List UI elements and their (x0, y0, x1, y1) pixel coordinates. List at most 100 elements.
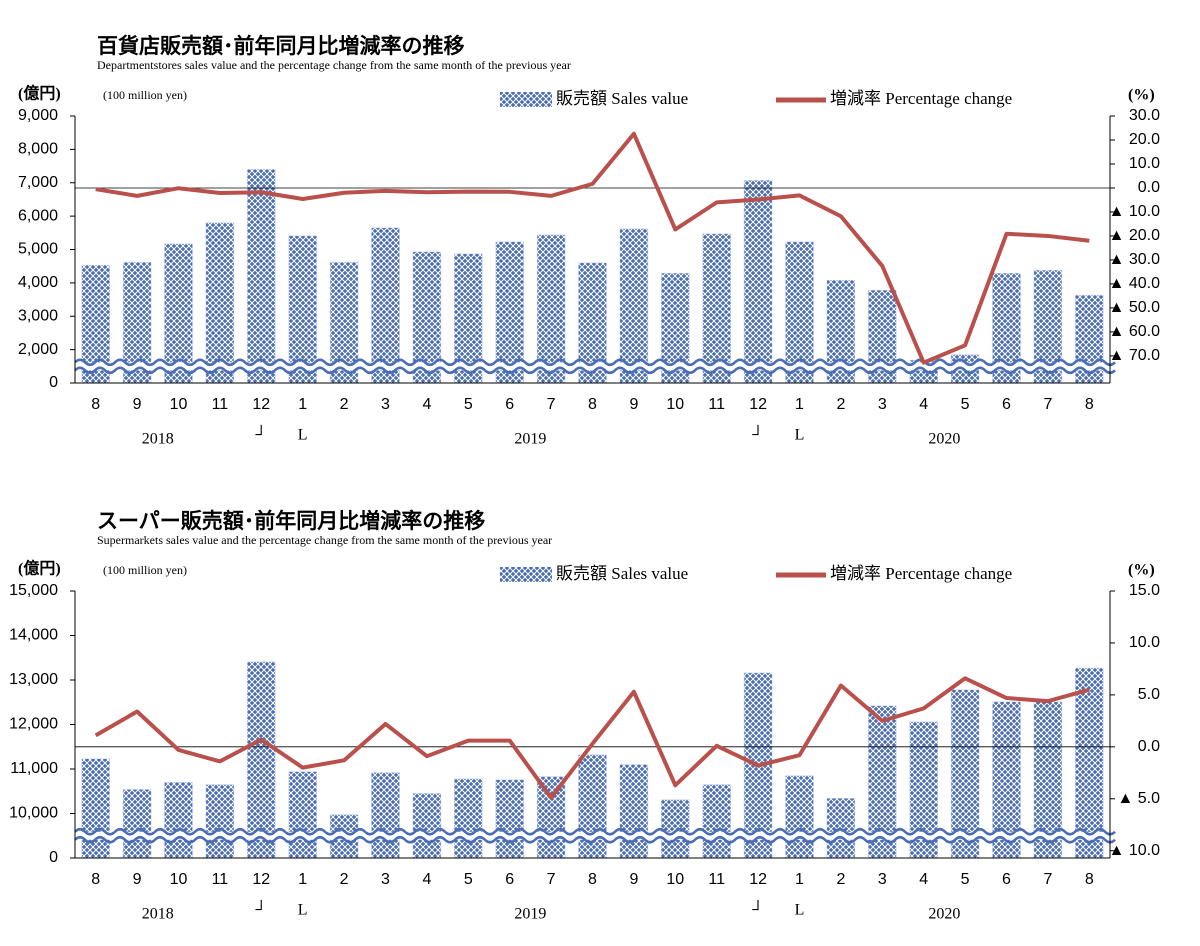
bar (495, 779, 524, 859)
x-tick-label: 1 (298, 396, 307, 413)
chart-title: スーパー販売額･前年同月比増減率の推移 (97, 509, 485, 533)
x-tick-label: 8 (588, 396, 597, 413)
x-tick-label: 3 (878, 396, 887, 413)
x-tick-label: 10 (666, 871, 684, 888)
y2-tick-label: 20.0 (1129, 131, 1160, 148)
y2-tick-label: 15.0 (1129, 582, 1160, 599)
x-tick-label: 10 (170, 396, 188, 413)
legend-label: 増減率 Percentage change (830, 89, 1012, 108)
x-tick-label: 11 (708, 396, 725, 413)
y2-tick-label: ▲ 60.0 (1109, 323, 1161, 340)
bar (536, 234, 566, 384)
bar (702, 233, 731, 384)
bar (205, 784, 235, 859)
x-tick-label: 1 (795, 396, 804, 413)
chart-subtitle: Departmentstores sales value and the per… (97, 58, 571, 72)
x-tick-label: 12 (252, 396, 270, 413)
x-tick-label: 9 (629, 396, 638, 413)
bar (619, 764, 649, 859)
x-tick-label: 11 (212, 871, 229, 888)
x-tick-label: 8 (1085, 871, 1094, 888)
x-tick-label: 5 (464, 871, 473, 888)
bar (205, 222, 235, 384)
chart-subtitle: Supermarkets sales value and the percent… (97, 533, 552, 547)
x-tick-label: 2 (340, 871, 349, 888)
y2-tick-label: ▲ 30.0 (1109, 251, 1161, 268)
legend-label: 販売額 Sales value (556, 89, 688, 108)
x-tick-label: 9 (133, 396, 142, 413)
y-tick-label: 13,000 (9, 671, 58, 688)
year-separator: ┘ (255, 900, 267, 919)
legend-swatch (500, 92, 552, 107)
y2-axis-label: (%) (1128, 562, 1155, 579)
bar (412, 793, 442, 859)
x-tick-label: 7 (547, 871, 556, 888)
y2-tick-label: ▲ 70.0 (1109, 347, 1161, 364)
y-axis-label: (億円) (18, 559, 61, 578)
x-tick-label: 6 (1002, 871, 1011, 888)
bar (371, 772, 400, 859)
y2-axis-label: (%) (1128, 87, 1155, 104)
bar (1075, 667, 1104, 859)
x-tick-label: 8 (588, 871, 597, 888)
line (94, 676, 1090, 800)
bar (288, 771, 317, 859)
bar (785, 241, 814, 384)
line (95, 131, 1090, 365)
x-tick-label: 8 (91, 396, 100, 413)
y-tick-label: 7,000 (18, 174, 58, 191)
y-tick-label: 0 (49, 849, 58, 866)
axis-break-fill (75, 362, 1110, 371)
y2-tick-label: ▲ 5.0 (1117, 790, 1160, 807)
year-separator: ┘ (751, 900, 763, 919)
y-tick-label: 12,000 (9, 716, 58, 733)
year-label: 2020 (928, 906, 960, 923)
x-tick-label: 8 (91, 871, 100, 888)
x-tick-label: 9 (133, 871, 142, 888)
legend-label: 増減率 Percentage change (830, 564, 1012, 583)
axis-break-wave (74, 836, 1116, 844)
bar (164, 243, 193, 384)
y-tick-label: 11,000 (10, 760, 58, 777)
x-tick-label: 7 (547, 396, 556, 413)
x-tick-label: 12 (749, 871, 767, 888)
x-tick-label: 12 (749, 396, 767, 413)
x-tick-label: 1 (298, 871, 307, 888)
bar (495, 241, 524, 384)
y-axis-label: (億円) (18, 84, 61, 103)
x-tick-label: 4 (422, 396, 431, 413)
x-tick-label: 10 (170, 871, 188, 888)
year-label: 2019 (514, 906, 546, 923)
y-tick-label: 14,000 (9, 627, 58, 644)
bar (536, 776, 566, 859)
bar (247, 661, 276, 859)
legend-label: 販売額 Sales value (556, 564, 688, 583)
axis-break-wave (74, 358, 1116, 367)
year-label: 2018 (142, 906, 174, 923)
bar (164, 782, 193, 859)
year-separator: L (298, 427, 308, 444)
year-separator: L (298, 902, 308, 919)
x-tick-label: 6 (505, 396, 514, 413)
y2-tick-label: ▲ 20.0 (1109, 227, 1161, 244)
y2-tick-label: ▲ 40.0 (1109, 275, 1161, 292)
x-tick-label: 5 (961, 396, 970, 413)
x-tick-label: 2 (836, 396, 845, 413)
y-tick-label: 9,000 (18, 107, 58, 124)
x-tick-label: 7 (1043, 871, 1052, 888)
y-tick-label: 6,000 (18, 207, 58, 224)
x-tick-label: 3 (381, 396, 390, 413)
bar (81, 758, 110, 859)
x-tick-label: 6 (1002, 396, 1011, 413)
y-tick-label: 15,000 (9, 582, 58, 599)
x-tick-label: 4 (919, 396, 928, 413)
x-tick-label: 7 (1043, 396, 1052, 413)
bar (743, 180, 773, 384)
y2-tick-label: 0.0 (1138, 738, 1160, 755)
year-label: 2018 (142, 431, 174, 448)
x-tick-label: 11 (212, 396, 229, 413)
y2-tick-label: 0.0 (1138, 179, 1160, 196)
bar (454, 778, 483, 859)
legend-swatch (500, 567, 552, 582)
